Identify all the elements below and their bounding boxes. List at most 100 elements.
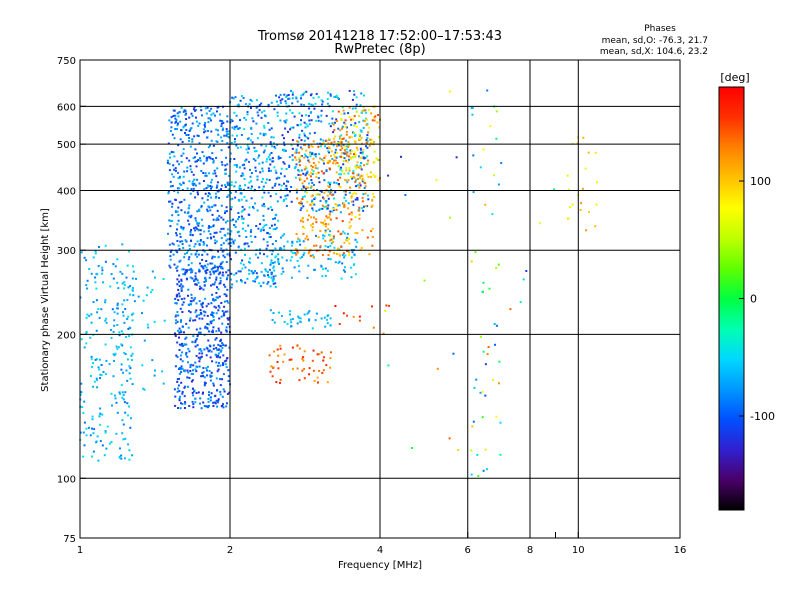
data-point xyxy=(204,192,207,195)
data-point xyxy=(188,304,190,306)
data-point xyxy=(168,200,170,203)
data-point xyxy=(175,354,178,357)
data-point xyxy=(119,392,121,395)
data-point xyxy=(85,332,88,335)
data-point xyxy=(196,178,199,181)
data-point xyxy=(306,209,309,212)
data-point xyxy=(190,296,193,299)
data-point xyxy=(256,175,259,178)
data-point xyxy=(81,406,84,409)
data-point xyxy=(189,192,192,195)
data-point xyxy=(361,110,364,113)
data-point xyxy=(285,204,288,207)
data-point xyxy=(364,205,367,208)
data-point xyxy=(216,364,219,367)
data-point xyxy=(296,260,299,262)
data-point xyxy=(338,260,341,263)
data-point xyxy=(129,346,132,349)
data-point xyxy=(358,213,361,216)
data-point xyxy=(252,280,255,283)
data-point xyxy=(214,270,217,273)
data-point xyxy=(331,157,334,160)
data-point xyxy=(269,309,272,312)
data-point xyxy=(168,169,171,172)
data-point xyxy=(167,190,170,193)
data-point xyxy=(295,163,298,166)
data-point xyxy=(318,208,321,211)
data-point xyxy=(223,283,225,286)
data-point xyxy=(360,130,363,133)
data-point xyxy=(195,309,198,312)
data-point xyxy=(173,263,176,266)
data-point xyxy=(182,273,185,276)
data-point xyxy=(317,171,320,174)
data-point xyxy=(184,402,187,405)
data-point xyxy=(259,252,261,255)
data-point xyxy=(366,173,369,176)
data-point xyxy=(120,363,123,366)
data-point xyxy=(323,356,325,359)
data-point xyxy=(333,129,336,132)
data-point xyxy=(212,382,215,385)
data-point xyxy=(250,187,253,190)
data-point xyxy=(147,326,150,329)
data-point xyxy=(241,205,244,208)
data-point xyxy=(303,104,305,106)
data-point xyxy=(262,151,265,154)
data-point xyxy=(150,291,152,294)
data-point xyxy=(204,270,207,273)
data-point xyxy=(130,313,133,316)
data-point xyxy=(271,319,274,321)
data-point xyxy=(219,119,222,122)
data-point xyxy=(209,270,212,273)
data-point xyxy=(303,121,306,124)
data-point xyxy=(122,393,125,396)
data-point xyxy=(283,93,286,96)
data-point xyxy=(188,405,191,407)
data-point xyxy=(311,202,314,204)
data-point xyxy=(226,402,228,405)
data-point xyxy=(110,336,113,339)
data-point xyxy=(190,271,193,274)
data-point xyxy=(227,274,230,277)
data-point xyxy=(194,341,197,344)
data-point xyxy=(472,191,475,194)
data-point xyxy=(280,236,282,239)
data-point xyxy=(220,125,223,128)
data-point xyxy=(169,180,172,183)
data-point xyxy=(329,93,332,96)
data-point xyxy=(216,216,219,219)
data-point xyxy=(243,188,245,191)
data-point xyxy=(199,311,202,314)
data-point xyxy=(294,151,297,154)
data-point xyxy=(276,361,279,363)
data-point xyxy=(205,157,208,160)
data-point xyxy=(267,122,270,124)
data-point xyxy=(296,250,299,253)
x-tick-label: 4 xyxy=(377,545,383,556)
data-point xyxy=(201,258,204,261)
data-point xyxy=(216,209,219,212)
data-point xyxy=(204,264,206,267)
data-point xyxy=(269,206,272,209)
data-point xyxy=(587,151,590,154)
data-point xyxy=(274,282,277,285)
data-point xyxy=(292,126,295,129)
data-point xyxy=(284,187,287,190)
data-point xyxy=(219,282,222,285)
data-point xyxy=(319,229,322,232)
data-point xyxy=(211,257,214,260)
x-axis-ticks: 1 2 4 6 8 10 16 xyxy=(77,532,686,556)
data-point xyxy=(188,180,191,183)
data-point xyxy=(276,100,278,103)
data-point xyxy=(306,170,309,173)
data-point xyxy=(337,110,340,113)
data-point xyxy=(182,301,185,304)
data-point xyxy=(273,145,276,148)
data-point xyxy=(359,129,362,132)
data-point xyxy=(349,157,352,160)
data-point xyxy=(327,223,330,226)
data-point xyxy=(338,135,341,138)
data-point xyxy=(219,393,222,396)
data-point xyxy=(172,114,175,117)
